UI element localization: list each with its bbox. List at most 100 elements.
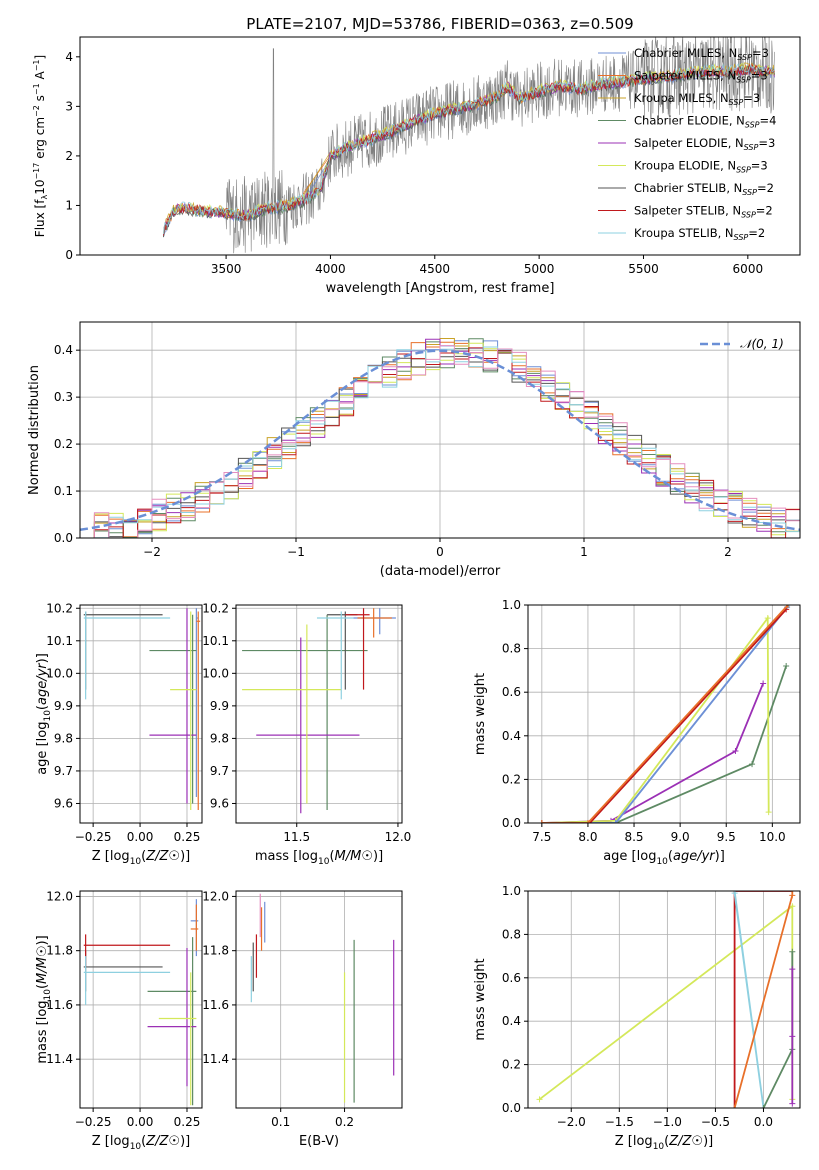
x-tick-label: −2.0 — [557, 1115, 586, 1129]
series-1 — [538, 663, 790, 823]
series-4 — [731, 891, 796, 1108]
series-marker — [760, 1105, 767, 1108]
axis-label: Normed distribution — [27, 365, 42, 495]
axes-frame — [79, 890, 203, 1109]
x-tick-label: 6000 — [733, 262, 764, 276]
y-tick-label: 11.6 — [202, 998, 229, 1012]
legend-entry: Salpeter MILES, NSSP=3 — [634, 69, 768, 85]
histogram-series-3 — [80, 338, 800, 538]
series-marker — [789, 891, 796, 894]
data-point-7 — [83, 611, 171, 700]
series-marker — [789, 1033, 796, 1040]
series-line — [538, 904, 794, 1101]
series-line — [733, 891, 793, 1108]
series-marker — [612, 820, 619, 823]
x-tick-label: 10.0 — [759, 830, 786, 844]
x-tick-label: 0 — [436, 545, 444, 559]
x-tick-label: −2 — [143, 545, 161, 559]
y-tick-label: 0.4 — [54, 343, 73, 357]
data-point-1 — [190, 899, 199, 957]
y-tick-label: 0.8 — [502, 927, 521, 941]
x-tick-label: 0.25 — [174, 830, 201, 844]
x-tick-label: −1.5 — [605, 1115, 634, 1129]
data-point-5 — [170, 611, 197, 810]
axes: 0.1 0.2 11.4 11.6 11.8 12.0 E(B-V) — [202, 889, 403, 1149]
series-marker — [785, 605, 792, 608]
x-tick-label: −0.25 — [75, 830, 112, 844]
series-line — [762, 951, 794, 1108]
axes: 7.5 8.0 8.5 9.0 9.5 10.0 0.0 0.2 0.4 0.6 0.8 1.0 age… — [473, 598, 801, 867]
series-6 — [789, 966, 796, 1107]
y-tick-label: 10.2 — [202, 601, 229, 615]
y-tick-label: 9.8 — [210, 731, 229, 745]
x-tick-label: 12.0 — [385, 830, 412, 844]
axis-label: Z [log10(Z/Z☉)] — [615, 1134, 713, 1152]
data-point-3 — [149, 614, 197, 804]
histogram-series-10 — [80, 345, 800, 538]
axes-frame — [527, 890, 801, 1109]
series-line — [541, 608, 787, 823]
data-point-4 — [147, 947, 197, 1087]
axes: −0.25 0.00 0.25 9.6 9.7 9.8 9.9 10.0 10.1 10.2 Z [… — [35, 601, 203, 867]
histogram-series-2 — [80, 341, 800, 538]
y-tick-label: 0 — [65, 248, 73, 262]
x-tick-label: −1 — [287, 545, 305, 559]
figure-title: PLATE=2107, MJD=53786, FIBERID=0363, z=0… — [246, 15, 633, 33]
axes: 11.5 12.0 9.6 9.7 9.8 9.9 10.0 10.1 10.2 mass [lo… — [202, 601, 411, 867]
y-tick-label: 11.4 — [46, 1052, 73, 1066]
data-point-3 — [147, 937, 197, 1106]
x-tick-label: 0.00 — [127, 1115, 154, 1129]
series-3 — [538, 615, 772, 823]
panel-spectrum: 3500 4000 4500 5000 5500 6000 0 1 2 3 4 wavelength … — [32, 36, 801, 296]
data-point-2 — [196, 611, 201, 810]
axes-frame — [79, 36, 801, 256]
x-tick-label: 9.0 — [671, 830, 690, 844]
y-tick-label: 2 — [65, 149, 73, 163]
data-point-6 — [83, 950, 163, 992]
y-tick-label: 1.0 — [502, 598, 521, 612]
axis-label: (data-model)/error — [380, 564, 501, 579]
x-tick-label: 2 — [724, 545, 732, 559]
y-tick-label: 12.0 — [202, 889, 229, 903]
y-tick-label: 12.0 — [46, 889, 73, 903]
legend-entry: Kroupa ELODIE, NSSP=3 — [634, 159, 768, 175]
axis-label: E(B-V) — [299, 1134, 339, 1149]
legend-entry: Chabrier STELIB, NSSP=2 — [634, 181, 774, 197]
y-tick-label: 9.6 — [210, 796, 229, 810]
series-line — [541, 606, 788, 823]
data-point-5 — [158, 972, 197, 1106]
y-tick-label: 0.6 — [502, 685, 521, 699]
x-tick-label: 0.00 — [127, 830, 154, 844]
legend-entry: 𝒩(0, 1) — [740, 337, 784, 351]
model-spectrum-8 — [163, 62, 775, 236]
y-tick-label: 0.0 — [502, 816, 521, 830]
series-marker — [536, 1096, 543, 1103]
series-marker — [731, 1105, 738, 1108]
series-line — [541, 605, 789, 823]
series-marker — [749, 761, 756, 768]
observed-spectrum — [163, 37, 775, 254]
y-tick-label: 0.0 — [502, 1101, 521, 1115]
series-line — [541, 665, 788, 823]
panel-cum-mass-vs-age: 7.5 8.0 8.5 9.0 9.5 10.0 0.0 0.2 0.4 0.6 0.8 1.0 age… — [473, 598, 801, 867]
panel-residuals: −2 −1 0 1 2 0.0 0.1 0.2 0.3 0.4 (data-model)/error… — [27, 321, 801, 579]
y-tick-label: 9.7 — [54, 764, 73, 778]
y-tick-label: 11.8 — [46, 944, 73, 958]
histogram-series-8 — [80, 347, 800, 538]
y-tick-label: 4 — [65, 50, 73, 64]
y-tick-label: 11.8 — [202, 944, 229, 958]
data-point-4 — [256, 637, 360, 814]
axis-label: wavelength [Angstrom, rest frame] — [326, 281, 555, 296]
series-line — [541, 615, 770, 823]
x-tick-label: 3500 — [211, 262, 242, 276]
series-5 — [760, 948, 796, 1108]
plot-area — [250, 893, 395, 1103]
plot-area — [80, 338, 800, 538]
x-tick-label: −0.25 — [75, 1115, 112, 1129]
y-tick-label: 9.9 — [210, 699, 229, 713]
series-marker — [765, 809, 772, 816]
axis-label: Z [log10(Z/Z☉)] — [92, 1134, 190, 1152]
x-tick-label: −1.0 — [653, 1115, 682, 1129]
axes-frame — [79, 321, 801, 539]
histogram-series-6 — [80, 342, 800, 538]
